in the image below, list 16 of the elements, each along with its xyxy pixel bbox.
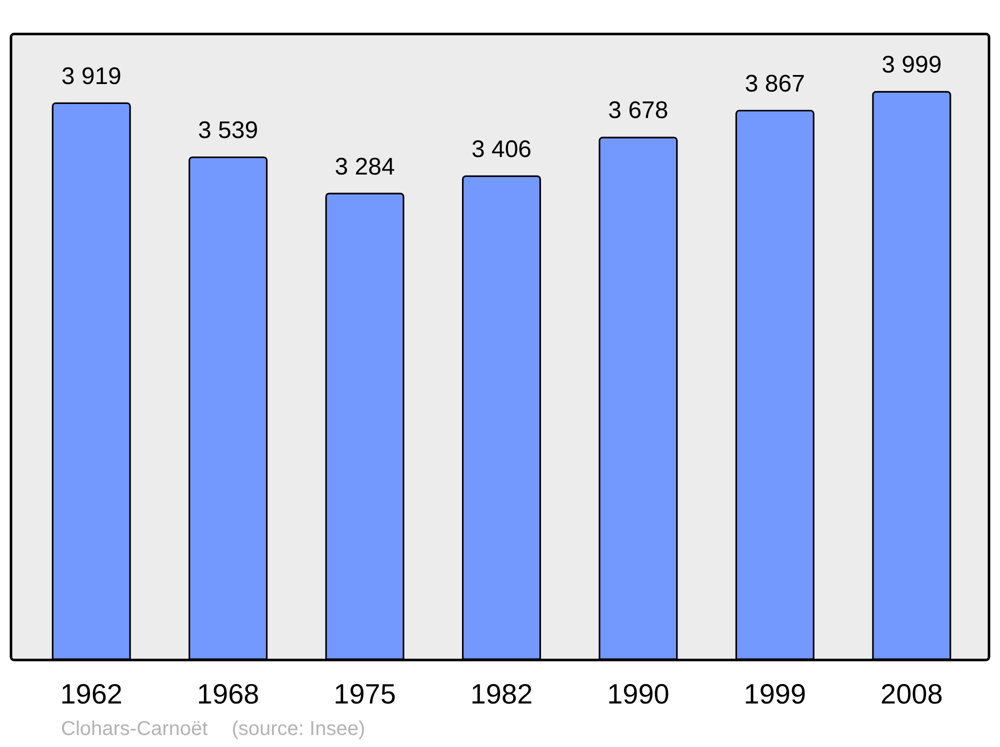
- data-label: 3 284: [334, 153, 395, 180]
- data-label: 3 406: [471, 136, 532, 163]
- data-label: 3 539: [198, 116, 258, 144]
- data-label: 3 919: [61, 62, 122, 90]
- x-tick-label: 1968: [196, 678, 260, 710]
- x-tick-label: 1962: [60, 678, 123, 710]
- data-label: 3 999: [882, 52, 942, 79]
- x-tick-label: 1982: [470, 678, 533, 710]
- data-label: 3 678: [608, 97, 668, 124]
- text: (source: Insee): [232, 718, 366, 740]
- x-tick-label: 1990: [607, 678, 670, 710]
- x-tick-label: 2008: [880, 678, 943, 710]
- x-tick-label: 1975: [334, 678, 396, 710]
- text: Clohars-Carnoët: [61, 718, 208, 740]
- data-label: 3 867: [744, 70, 805, 98]
- x-tick-label: 1999: [744, 678, 806, 710]
